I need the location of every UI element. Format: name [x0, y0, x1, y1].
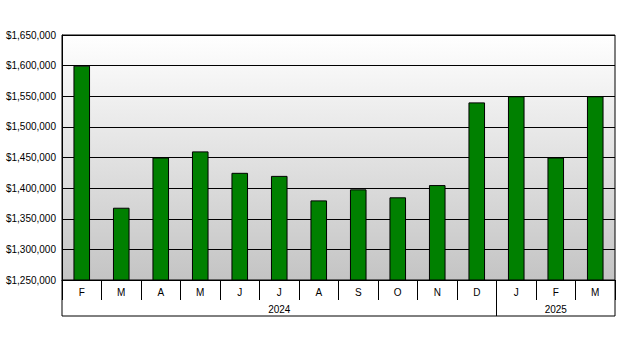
svg-text:M: M [117, 287, 125, 298]
svg-text:D: D [473, 287, 480, 298]
svg-text:A: A [315, 287, 322, 298]
svg-text:F: F [79, 287, 85, 298]
svg-text:O: O [394, 287, 402, 298]
svg-text:$1,550,000: $1,550,000 [6, 91, 56, 102]
svg-text:$1,400,000: $1,400,000 [6, 183, 56, 194]
svg-text:A: A [157, 287, 164, 298]
svg-text:S: S [355, 287, 362, 298]
svg-text:$1,250,000: $1,250,000 [6, 275, 56, 286]
svg-text:2024: 2024 [268, 304, 291, 315]
svg-text:M: M [196, 287, 204, 298]
svg-text:M: M [591, 287, 599, 298]
svg-text:$1,650,000: $1,650,000 [6, 30, 56, 41]
svg-text:N: N [434, 287, 441, 298]
svg-text:J: J [237, 287, 242, 298]
svg-text:$1,500,000: $1,500,000 [6, 121, 56, 132]
svg-text:2025: 2025 [545, 304, 568, 315]
svg-text:J: J [277, 287, 282, 298]
svg-text:$1,450,000: $1,450,000 [6, 152, 56, 163]
svg-text:$1,300,000: $1,300,000 [6, 244, 56, 255]
svg-text:J: J [514, 287, 519, 298]
svg-text:$1,350,000: $1,350,000 [6, 213, 56, 224]
svg-text:$1,600,000: $1,600,000 [6, 60, 56, 71]
svg-text:F: F [553, 287, 559, 298]
